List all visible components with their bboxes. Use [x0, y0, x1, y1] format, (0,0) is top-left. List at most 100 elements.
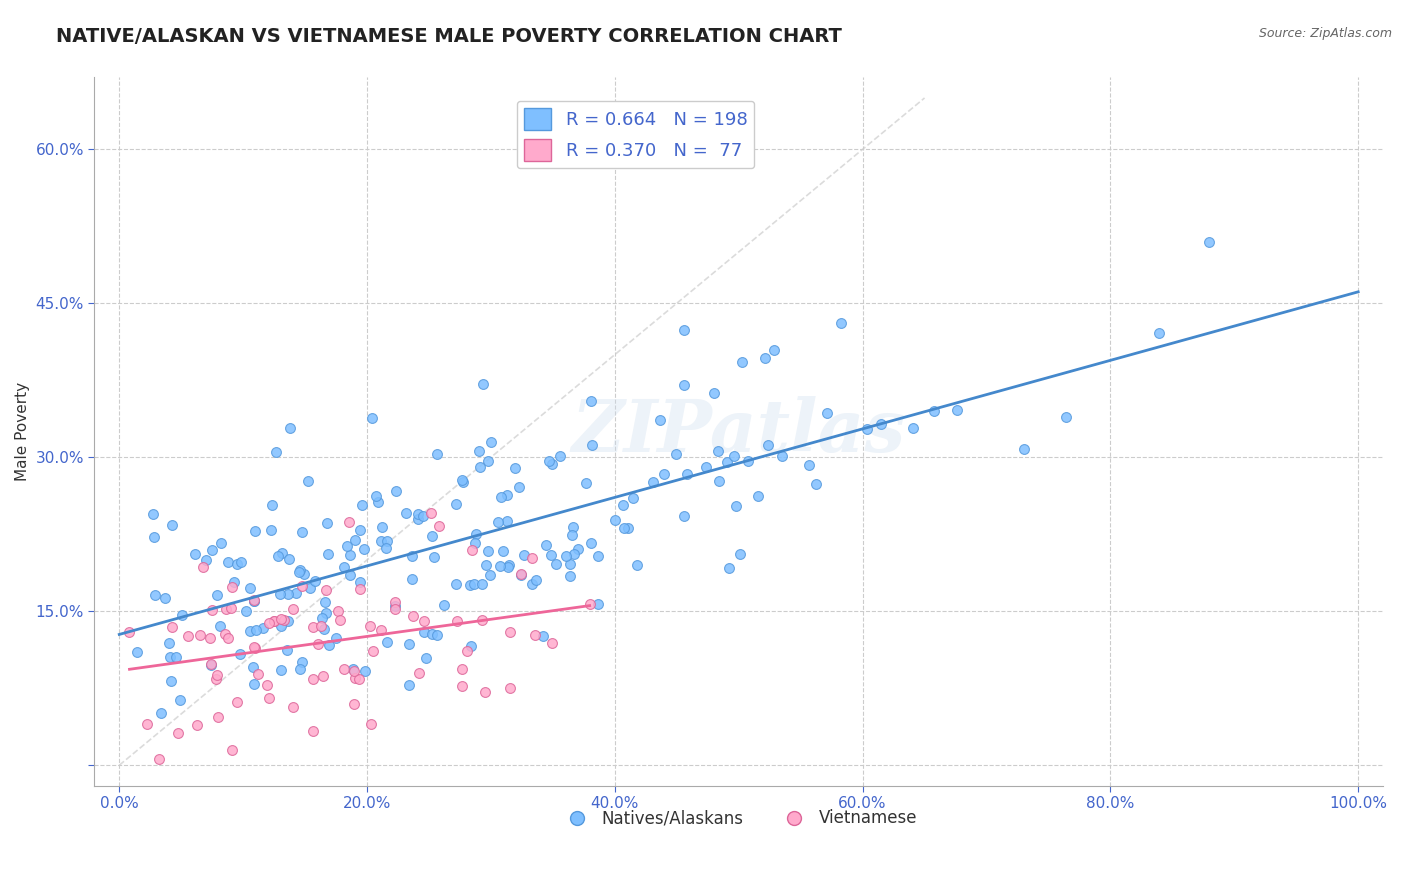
Natives/Alaskans	[270, 619, 292, 633]
Natives/Alaskans	[208, 619, 231, 633]
Vietnamese	[281, 601, 304, 615]
Vietnamese	[349, 673, 371, 687]
Natives/Alaskans	[235, 604, 257, 618]
Natives/Alaskans	[567, 542, 589, 557]
Vietnamese	[246, 667, 269, 681]
Vietnamese	[273, 613, 295, 627]
Vietnamese	[451, 679, 474, 693]
Natives/Alaskans	[475, 558, 498, 572]
Natives/Alaskans	[239, 581, 262, 595]
Natives/Alaskans	[548, 449, 571, 463]
Natives/Alaskans	[603, 513, 626, 527]
Natives/Alaskans	[353, 664, 375, 678]
Natives/Alaskans	[201, 542, 224, 557]
Natives/Alaskans	[239, 624, 262, 638]
Natives/Alaskans	[314, 622, 336, 636]
Natives/Alaskans	[291, 655, 314, 669]
Natives/Alaskans	[371, 520, 394, 534]
Vietnamese	[259, 691, 281, 706]
Natives/Alaskans	[648, 413, 671, 427]
Natives/Alaskans	[586, 597, 609, 611]
Natives/Alaskans	[747, 489, 769, 503]
Natives/Alaskans	[508, 480, 530, 494]
Natives/Alaskans	[401, 549, 423, 564]
Natives/Alaskans	[242, 593, 264, 607]
Natives/Alaskans	[194, 553, 217, 567]
Vietnamese	[326, 604, 349, 618]
Vietnamese	[337, 516, 360, 530]
Natives/Alaskans	[558, 557, 581, 571]
Vietnamese	[167, 725, 190, 739]
Natives/Alaskans	[922, 404, 945, 418]
Natives/Alaskans	[243, 677, 266, 691]
Natives/Alaskans	[270, 663, 292, 677]
Natives/Alaskans	[561, 527, 583, 541]
Natives/Alaskans	[264, 445, 287, 459]
Natives/Alaskans	[304, 574, 326, 588]
Natives/Alaskans	[544, 558, 567, 572]
Natives/Alaskans	[562, 547, 585, 561]
Natives/Alaskans	[183, 547, 205, 561]
Vietnamese	[243, 593, 266, 607]
Natives/Alaskans	[412, 508, 434, 523]
Vietnamese	[456, 644, 478, 658]
Natives/Alaskans	[870, 417, 893, 431]
Natives/Alaskans	[165, 649, 187, 664]
Natives/Alaskans	[311, 611, 333, 625]
Vietnamese	[263, 614, 285, 628]
Natives/Alaskans	[468, 444, 491, 458]
Natives/Alaskans	[229, 555, 252, 569]
Natives/Alaskans	[153, 591, 176, 605]
Vietnamese	[420, 506, 443, 520]
Vietnamese	[302, 620, 325, 634]
Vietnamese	[186, 717, 208, 731]
Natives/Alaskans	[723, 449, 745, 463]
Vietnamese	[360, 717, 382, 731]
Vietnamese	[451, 662, 474, 676]
Natives/Alaskans	[486, 516, 509, 530]
Natives/Alaskans	[245, 524, 267, 538]
Natives/Alaskans	[398, 678, 420, 692]
Natives/Alaskans	[579, 536, 602, 550]
Natives/Alaskans	[315, 516, 337, 530]
Natives/Alaskans	[277, 552, 299, 566]
Natives/Alaskans	[538, 454, 561, 468]
Natives/Alaskans	[271, 546, 294, 560]
Natives/Alaskans	[276, 642, 298, 657]
Natives/Alaskans	[707, 474, 730, 488]
Natives/Alaskans	[259, 523, 281, 537]
Natives/Alaskans	[225, 557, 247, 571]
Natives/Alaskans	[157, 635, 180, 649]
Vietnamese	[302, 672, 325, 686]
Natives/Alaskans	[150, 706, 173, 720]
Natives/Alaskans	[756, 438, 779, 452]
Text: ZIPatlas: ZIPatlas	[572, 396, 905, 467]
Natives/Alaskans	[815, 406, 838, 420]
Natives/Alaskans	[676, 467, 699, 481]
Natives/Alaskans	[465, 526, 488, 541]
Natives/Alaskans	[503, 460, 526, 475]
Natives/Alaskans	[228, 648, 250, 662]
Natives/Alaskans	[945, 403, 967, 417]
Vietnamese	[207, 709, 229, 723]
Natives/Alaskans	[297, 474, 319, 488]
Natives/Alaskans	[278, 421, 301, 435]
Natives/Alaskans	[524, 573, 547, 587]
Natives/Alaskans	[314, 595, 336, 609]
Vietnamese	[217, 631, 239, 645]
Vietnamese	[207, 668, 229, 682]
Natives/Alaskans	[291, 524, 314, 539]
Vietnamese	[221, 580, 243, 594]
Vietnamese	[329, 613, 352, 627]
Natives/Alaskans	[478, 568, 501, 582]
Natives/Alaskans	[385, 483, 408, 498]
Vietnamese	[243, 640, 266, 655]
Natives/Alaskans	[426, 628, 449, 642]
Vietnamese	[200, 632, 222, 646]
Vietnamese	[270, 612, 292, 626]
Vietnamese	[215, 602, 238, 616]
Legend: Natives/Alaskans, Vietnamese: Natives/Alaskans, Vietnamese	[554, 803, 924, 834]
Vietnamese	[205, 672, 228, 686]
Natives/Alaskans	[1147, 326, 1170, 341]
Natives/Alaskans	[339, 548, 361, 562]
